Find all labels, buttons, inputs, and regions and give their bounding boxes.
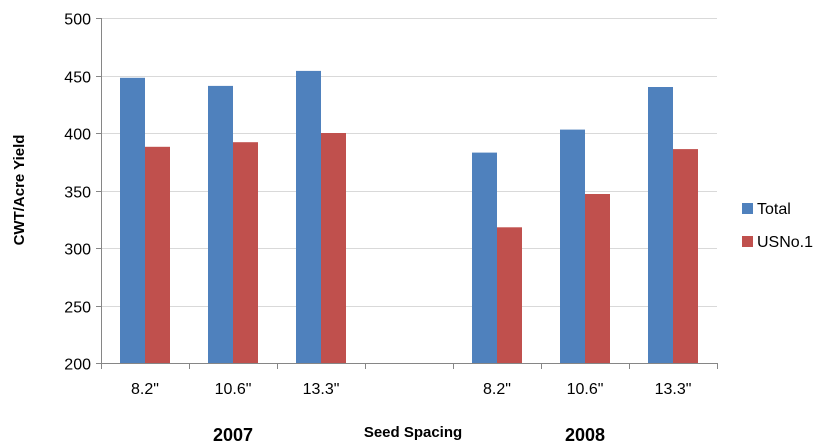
bar-usno-1 <box>585 194 610 363</box>
x-tick-label: 13.3" <box>655 381 692 398</box>
legend-swatch <box>742 236 753 247</box>
y-tick-label: 450 <box>64 70 91 87</box>
bar-usno-1 <box>321 133 346 363</box>
bar-total <box>472 152 497 363</box>
bar-total <box>120 77 145 364</box>
bar-total <box>648 87 673 363</box>
y-tick-label: 400 <box>64 127 91 144</box>
x-tick-labels: 8.2" 10.6" 13.3" 8.2" 10.6" 13.3" <box>131 381 691 398</box>
y-tick-label: 500 <box>64 12 91 29</box>
gridlines <box>96 18 717 364</box>
bar-total <box>208 85 233 364</box>
x-tick-label: 8.2" <box>483 381 511 398</box>
legend-label: Total <box>757 201 791 218</box>
bar-total <box>560 129 585 363</box>
group-label-2007: 2007 <box>213 425 253 445</box>
y-axis-title: CWT/Acre Yield <box>11 135 28 246</box>
x-tick-label: 10.6" <box>215 381 252 398</box>
group-label-2008: 2008 <box>565 425 605 445</box>
bar-usno-1 <box>673 149 698 363</box>
y-tick-label: 200 <box>64 357 91 374</box>
group-labels: 2007 2008 <box>213 425 605 445</box>
bar-usno-1 <box>497 227 522 363</box>
x-tick-label: 10.6" <box>567 381 604 398</box>
bars <box>120 70 698 364</box>
x-tick-label: 13.3" <box>303 381 340 398</box>
x-tick-label: 8.2" <box>131 381 159 398</box>
legend-swatch <box>742 203 753 214</box>
axes <box>101 18 718 369</box>
y-tick-label: 300 <box>64 242 91 259</box>
x-axis-title: Seed Spacing <box>364 424 462 441</box>
y-tick-label: 250 <box>64 300 91 317</box>
y-tick-labels: 200 250 300 350 400 450 500 <box>64 12 91 374</box>
legend-label: USNo.1 <box>757 234 813 251</box>
legend: Total USNo.1 <box>742 201 813 251</box>
y-tick-label: 350 <box>64 185 91 202</box>
bar-usno-1 <box>233 142 258 363</box>
bar-usno-1 <box>145 146 170 363</box>
bar-total <box>296 70 321 364</box>
